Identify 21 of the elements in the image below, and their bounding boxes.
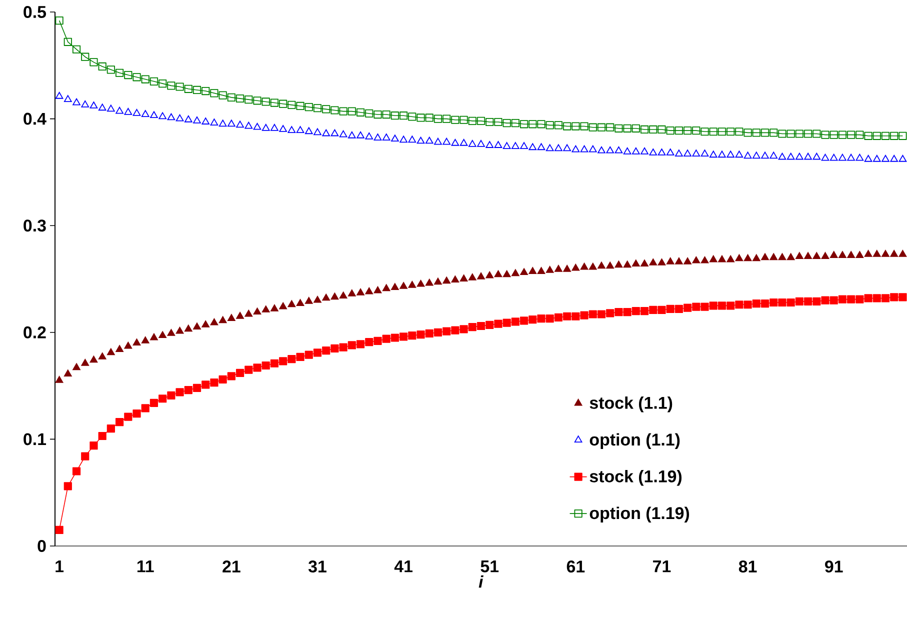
x-tick-label: 31: [308, 560, 326, 573]
x-tick-label: 61: [566, 560, 585, 573]
y-tick-label: 0.2: [24, 326, 46, 338]
y-tick-label: 0.1: [24, 433, 46, 446]
x-tick-label: 11: [137, 560, 154, 572]
x-tick-label: 41: [394, 560, 412, 572]
x-tick-label: 91: [825, 560, 843, 573]
x-tick-label: 51: [480, 560, 499, 572]
x-axis-title: i: [478, 575, 484, 588]
y-tick-label: 0.4: [24, 112, 46, 125]
x-tick-label: 71: [653, 560, 671, 572]
legend-label: stock (1.1): [590, 396, 672, 412]
y-tick-label: 0.3: [24, 220, 46, 232]
legend-label: stock (1.19): [590, 470, 682, 486]
legend-label: option (1.1): [590, 433, 680, 449]
y-tick-label: 0.5: [24, 6, 46, 18]
x-tick-label: 21: [222, 560, 240, 572]
legend-label: option (1.19): [590, 506, 690, 522]
x-tick-label: 1: [56, 560, 64, 572]
y-tick-label: 0: [38, 540, 46, 552]
x-tick-label: 81: [738, 560, 757, 573]
